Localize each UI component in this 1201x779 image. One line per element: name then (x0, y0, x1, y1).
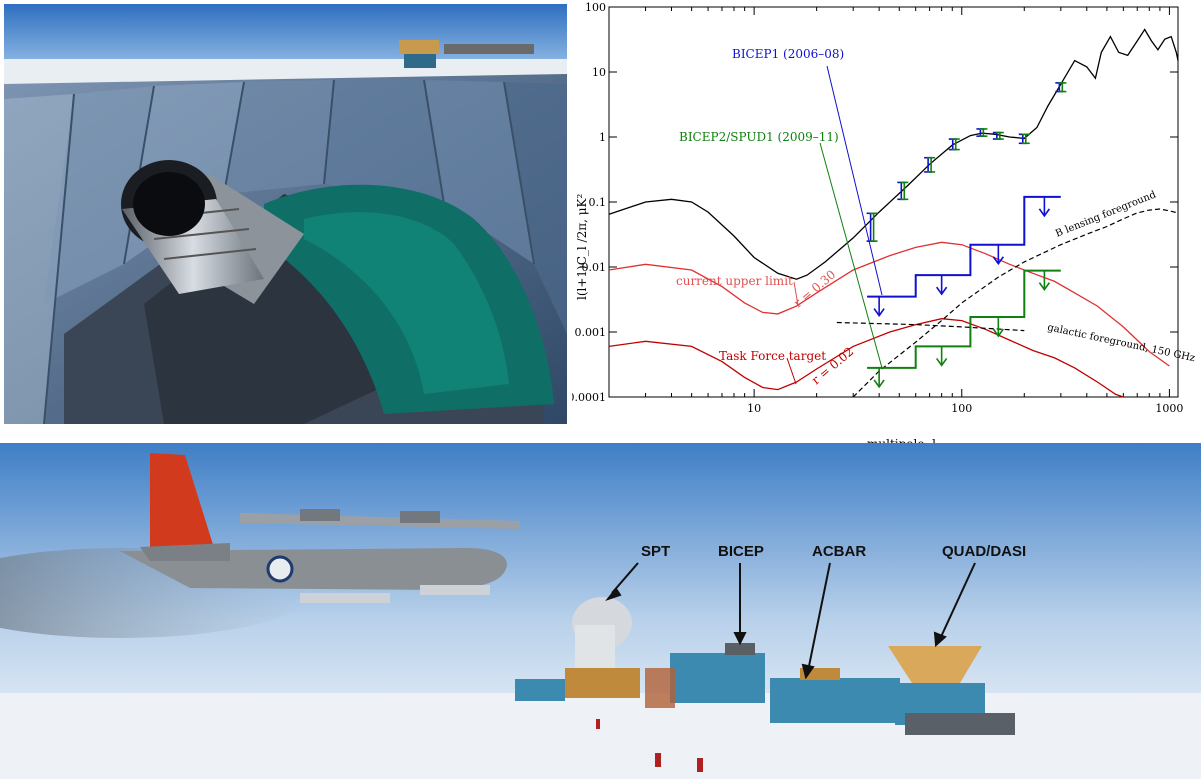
x-tick-label-2: 1000 (1155, 402, 1183, 415)
annotation-leaders (786, 65, 883, 385)
bicep1-limit-arrowhead-1 (935, 286, 948, 296)
y-tick-label-5: 10 (592, 66, 606, 79)
bicep2-limit-arrowhead-3 (1038, 282, 1051, 291)
series-layer (608, 28, 1179, 398)
bmode-chart: 10 100 1000 0.0001 0.001 0.01 0.1 1 10 100 BICEP… (572, 0, 1201, 452)
series-galactic-foreground (836, 321, 1025, 332)
y-axis-label: l(l+1)C_l /2π, μK² (575, 193, 589, 300)
people (596, 719, 703, 772)
y-axis-ticks: 0.0001 0.001 0.01 0.1 1 10 100 (572, 1, 1178, 404)
label-galactic: galactic foreground, 150 GHz (1046, 322, 1196, 364)
label-quad-dasi: QUAD/DASI (942, 543, 1026, 560)
y-tick-label-4: 1 (599, 131, 606, 144)
y-tick-label-1: 0.001 (575, 326, 607, 339)
snow-field (0, 693, 1201, 779)
y-tick-label-3: 0.1 (589, 196, 607, 209)
label-r030: r = 0.30 (791, 267, 838, 310)
telescope-photo-illustration (4, 4, 567, 424)
bandpowers-layer (866, 82, 1067, 242)
label-bicep2: BICEP2/SPUD1 (2009–11) (679, 130, 839, 144)
label-bicep1: BICEP1 (2006–08) (732, 47, 844, 61)
series-lensing-foreground (852, 208, 1179, 398)
spt-telescope (515, 597, 640, 701)
distant-building (399, 40, 534, 68)
y-tick-label-6: 100 (585, 1, 606, 14)
x-tick-label-1: 100 (951, 402, 972, 415)
bicep1-limit-arrowhead-2 (992, 256, 1004, 266)
lc130-airplane (120, 453, 520, 603)
telescope-receiver (121, 160, 304, 304)
limits-layer (867, 195, 1061, 389)
label-arrows (605, 562, 976, 680)
label-acbar: ACBAR (812, 543, 866, 560)
label-upper: current upper limit (676, 274, 793, 288)
x-axis-ticks: 10 100 1000 (608, 7, 1183, 415)
green-tarp (264, 184, 554, 414)
y-tick-label-2: 0.01 (582, 261, 607, 274)
bicep1-limit-arrowhead-3 (1038, 208, 1051, 218)
quad-dasi-building (888, 646, 1015, 735)
series-bmode-lensing (608, 28, 1179, 280)
label-spt: SPT (641, 543, 670, 560)
bicep-building (645, 643, 765, 708)
bicep2-limit-arrowhead-2 (992, 328, 1004, 338)
bmode-chart-svg: 10 100 1000 0.0001 0.001 0.01 0.1 1 10 100 BICEP… (572, 1, 1196, 451)
bicep1-limit-steps (867, 195, 1061, 298)
label-lensing: B lensing foreground (1054, 189, 1158, 240)
station-photo-illustration: SPT BICEP ACBAR QUAD/DASI (0, 443, 1201, 779)
series-r-0.30 (608, 241, 1170, 367)
y-tick-label-0: 0.0001 (572, 391, 606, 404)
bicep2-limit-arrowhead-1 (935, 357, 948, 367)
label-target: Task Force target (719, 349, 826, 363)
telescope-photo (4, 4, 567, 424)
bicep1-limit-arrowhead-0 (873, 308, 885, 318)
bicep2-limit-arrowhead-0 (873, 379, 885, 389)
bicep2-limit-steps (867, 269, 1061, 369)
x-tick-label-0: 10 (747, 402, 761, 415)
series-r-0.02 (608, 318, 1124, 398)
acbar-building (770, 668, 900, 723)
label-bicep: BICEP (718, 543, 764, 560)
station-photo: SPT BICEP ACBAR QUAD/DASI (0, 443, 1201, 779)
